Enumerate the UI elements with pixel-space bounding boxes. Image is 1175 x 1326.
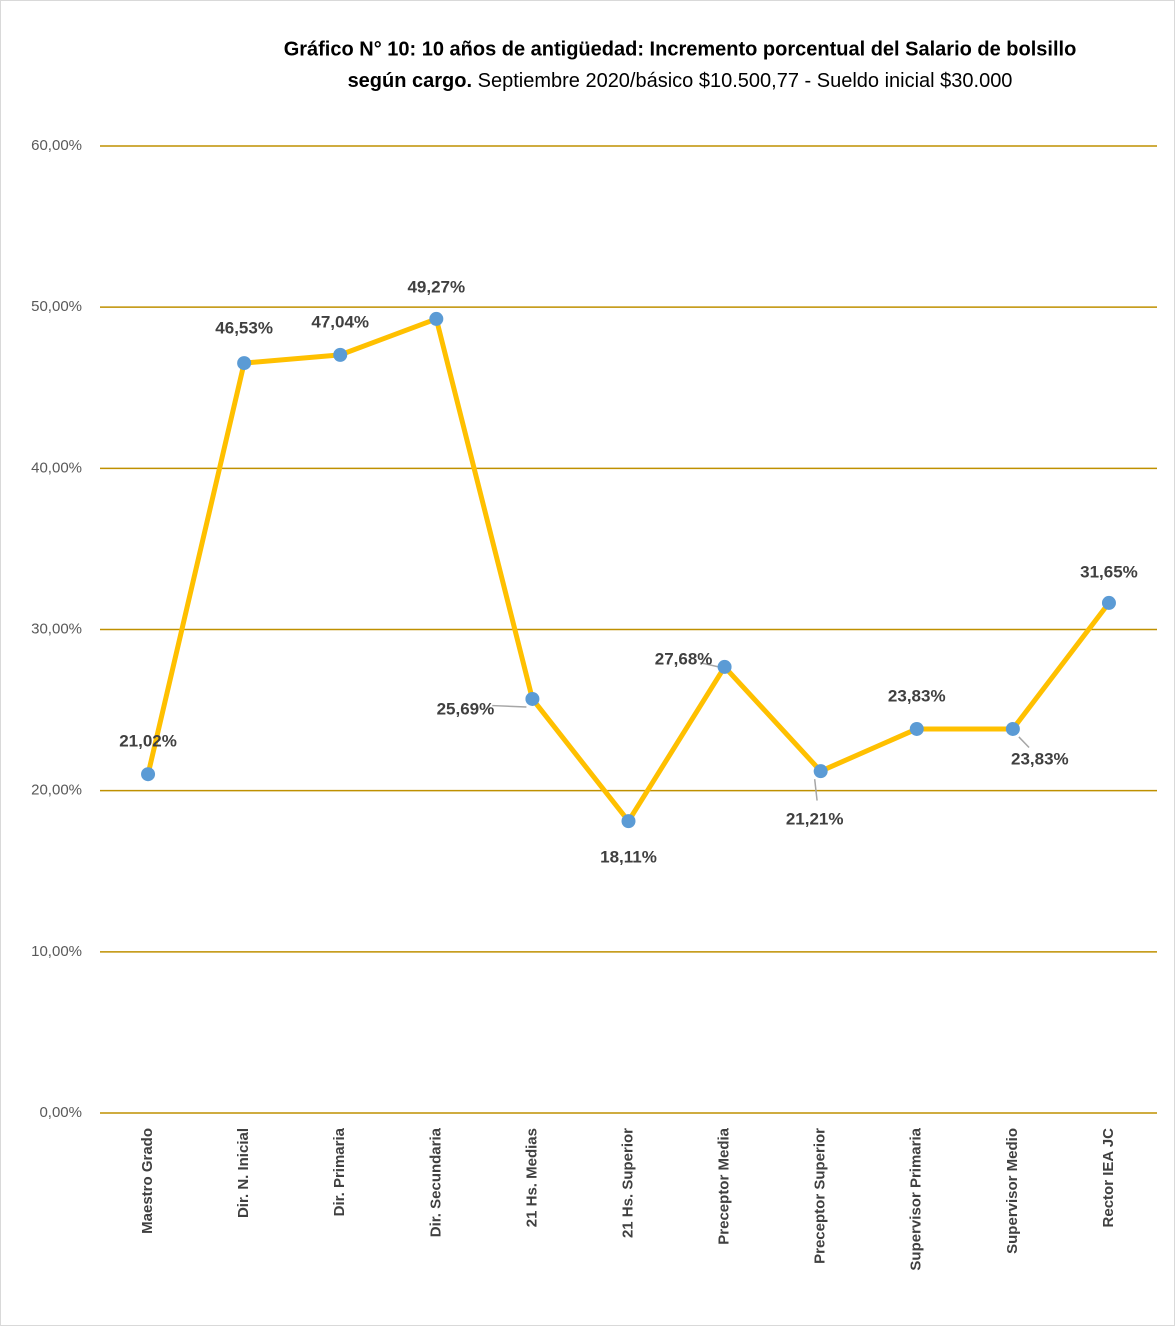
data-point: [717, 659, 732, 674]
value-label: 47,04%: [311, 312, 369, 331]
value-label: 21,02%: [119, 732, 177, 751]
x-tick-label: Supervisor Primaria: [908, 1127, 925, 1270]
x-tick-label: Dir. Secundaria: [427, 1127, 444, 1237]
leader-line: [492, 704, 527, 708]
x-tick-label: Supervisor Medio: [1004, 1128, 1021, 1254]
value-label: 23,83%: [888, 686, 946, 705]
data-point: [525, 691, 540, 706]
data-point: [1005, 721, 1020, 736]
data-point: [429, 311, 444, 326]
value-label: 21,21%: [786, 810, 844, 829]
y-tick-label: 20,00%: [31, 782, 82, 799]
data-point: [813, 764, 828, 779]
leader-line: [1018, 736, 1030, 749]
data-point: [333, 347, 348, 362]
data-point: [909, 721, 924, 736]
y-tick-label: 60,00%: [31, 137, 82, 154]
x-tick-label: Maestro Grado: [139, 1128, 156, 1234]
chart-title: Gráfico N° 10: 10 años de antigüedad: In…: [284, 38, 1077, 60]
x-tick-label: Preceptor Superior: [812, 1128, 829, 1264]
x-tick-label: 21 Hs. Superior: [619, 1128, 636, 1238]
x-tick-label: Dir. Primaria: [331, 1127, 348, 1216]
y-tick-label: 30,00%: [31, 620, 82, 637]
value-label: 27,68%: [655, 649, 713, 668]
data-point: [1101, 595, 1116, 610]
y-tick-label: 40,00%: [31, 459, 82, 476]
leader-line: [699, 661, 719, 668]
value-label: 23,83%: [1011, 749, 1069, 768]
value-label: 25,69%: [437, 699, 495, 718]
title-line-2: según cargo. Septiembre 2020/básico $10.…: [348, 70, 1013, 92]
value-label: 46,53%: [215, 319, 273, 338]
y-tick-label: 50,00%: [31, 298, 82, 315]
x-tick-label: Dir. N. Inicial: [235, 1128, 252, 1218]
x-tick-label: 21 Hs. Medias: [523, 1128, 540, 1227]
x-tick-label: Rector IEA JC: [1100, 1128, 1117, 1228]
chart-subtitle: Septiembre 2020/básico $10.500,77 - Suel…: [478, 70, 1013, 92]
data-point: [141, 767, 156, 782]
series-line: [145, 316, 1111, 824]
value-label: 18,11%: [600, 848, 657, 867]
leader-line: [813, 779, 818, 801]
value-label: 31,65%: [1080, 562, 1138, 581]
value-label: 49,27%: [407, 277, 465, 296]
data-point: [237, 356, 252, 371]
data-point: [621, 814, 636, 829]
y-tick-label: 0,00%: [39, 1104, 82, 1121]
x-tick-label: Preceptor Media: [716, 1127, 733, 1244]
y-tick-label: 10,00%: [31, 943, 82, 960]
chart-title: según cargo.: [348, 70, 472, 92]
